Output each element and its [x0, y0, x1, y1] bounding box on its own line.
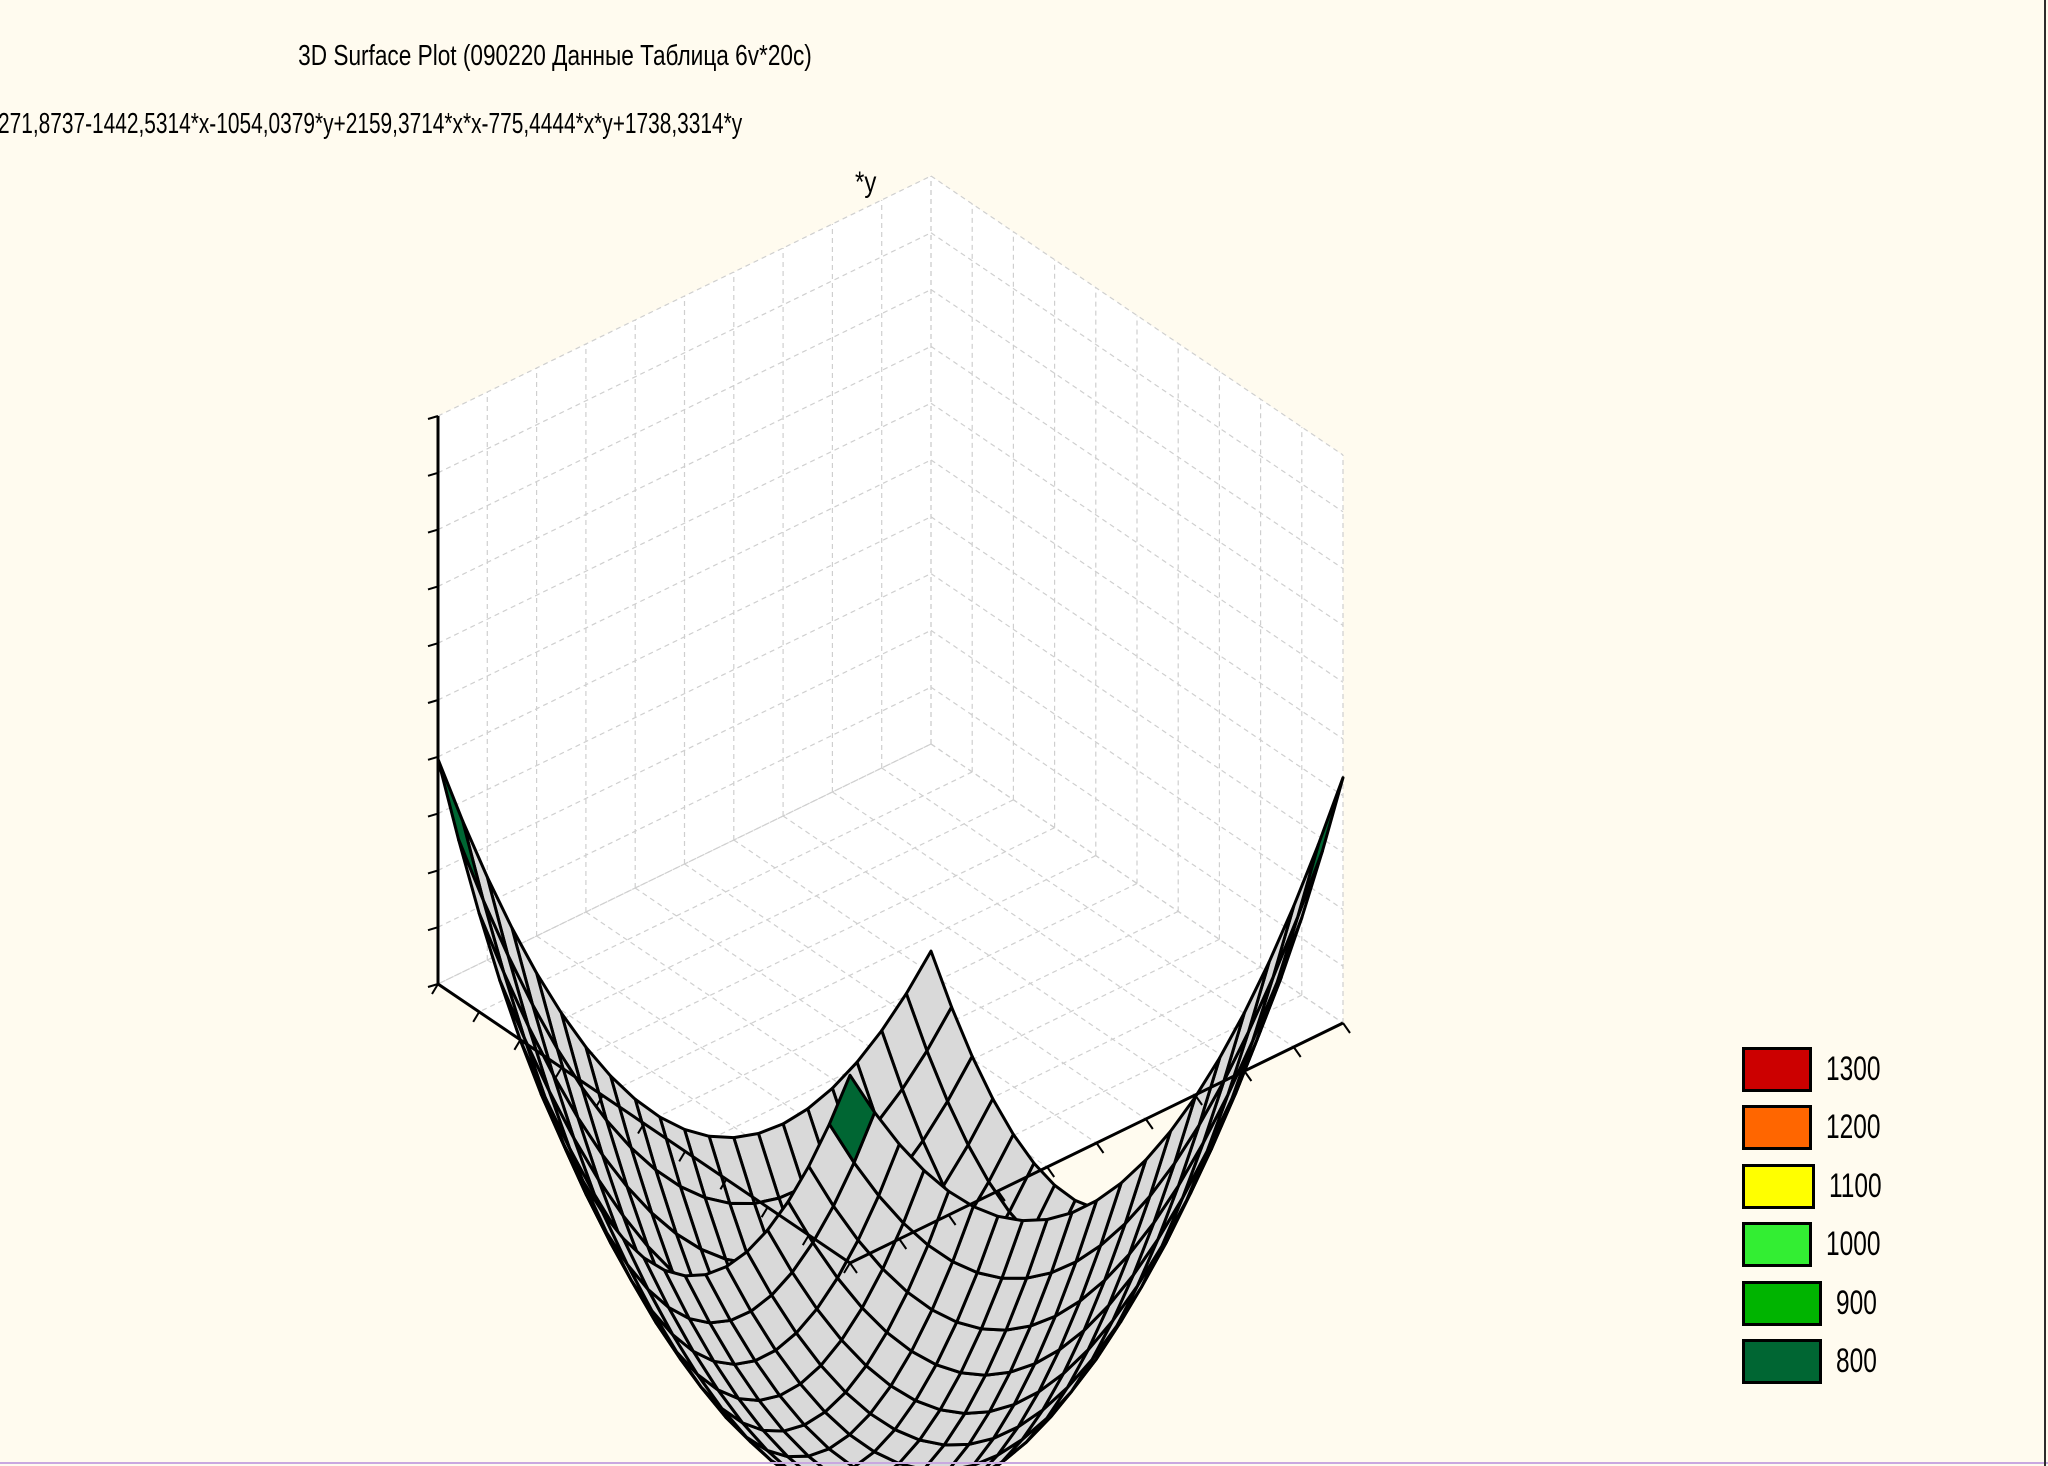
chart-subtitle: 271,8737-1442,5314*x-1054,0379*y+2159,37…: [0, 108, 743, 140]
y-tick: [1342, 1022, 1351, 1034]
y-tick: [898, 1238, 908, 1250]
y-tick: [997, 1190, 1006, 1202]
y-tick: [1243, 1070, 1253, 1082]
y-tick: [1194, 1094, 1203, 1106]
chart-note: *y: [855, 166, 877, 199]
x-tick: [719, 1178, 728, 1190]
y-tick: [947, 1214, 957, 1226]
grid-line: [930, 232, 1344, 513]
x-tick: [678, 1150, 687, 1162]
grid-line: [437, 573, 932, 815]
grid-line: [808, 994, 1303, 1236]
z-tick: [427, 415, 439, 420]
grid-line: [930, 175, 1344, 456]
z-tick: [427, 699, 439, 704]
x-tick: [431, 983, 439, 995]
grid-line: [930, 289, 1344, 570]
legend-swatch: [1742, 1222, 1813, 1268]
axes: [427, 415, 1351, 1274]
legend-swatch: [1742, 1046, 1813, 1092]
legend-item: 900: [1742, 1274, 1902, 1333]
legend-swatch: [1742, 1105, 1813, 1151]
grid-line: [782, 815, 1196, 1096]
x-tick: [513, 1039, 522, 1051]
grid-line: [832, 791, 1245, 1072]
grid-line: [930, 516, 1344, 797]
grid-line: [733, 839, 1147, 1120]
x-tick: [472, 1011, 481, 1023]
x-tick: [554, 1067, 563, 1079]
surface-cell: [827, 1073, 877, 1165]
grid-line: [437, 629, 932, 871]
grid-line: [437, 175, 932, 417]
surface-mesh: [436, 757, 1345, 1466]
grid-line: [930, 402, 1344, 683]
z-tick: [427, 642, 439, 648]
grid-line: [930, 459, 1344, 740]
legend-label: 1200: [1826, 1108, 1881, 1147]
z-tick: [427, 528, 439, 534]
legend-item: 1300: [1742, 1040, 1902, 1099]
x-tick: [801, 1234, 810, 1246]
legend-label: 900: [1836, 1283, 1877, 1322]
z-tick: [427, 983, 439, 988]
legend-item: 1000: [1742, 1216, 1902, 1275]
grid-line: [643, 882, 1138, 1125]
grid-line: [930, 686, 1344, 967]
grid-line: [437, 459, 932, 701]
y-tick: [1046, 1166, 1056, 1178]
z-tick: [427, 926, 439, 932]
grid-line: [561, 827, 1055, 1069]
grid-line: [930, 573, 1344, 854]
legend-item: 1100: [1742, 1157, 1902, 1216]
grid-line: [930, 345, 1344, 626]
grid-line: [930, 629, 1344, 910]
x-tick: [637, 1122, 645, 1135]
window-bottom-border: [0, 1462, 2048, 1464]
legend-label: 800: [1836, 1342, 1877, 1381]
grid-line: [437, 289, 932, 531]
grid-line: [767, 966, 1261, 1208]
chart-title: 3D Surface Plot (090220 Данные Таблица 6…: [298, 40, 812, 72]
legend-label: 1300: [1826, 1049, 1881, 1088]
x-tick: [843, 1262, 851, 1274]
legend-label: 1100: [1828, 1166, 1882, 1205]
grid-line: [881, 767, 1295, 1048]
legend-label: 1000: [1826, 1225, 1881, 1264]
z-tick: [427, 755, 439, 761]
z-tick: [427, 812, 439, 818]
y-tick: [1144, 1118, 1154, 1130]
legend: 1300 1200 1100 1000 900 800: [1742, 1040, 1902, 1391]
legend-swatch: [1742, 1280, 1822, 1326]
y-tick: [1095, 1142, 1105, 1154]
grid-line: [437, 402, 932, 644]
x-tick: [595, 1095, 604, 1107]
z-tick: [427, 471, 439, 477]
window-right-border: [2044, 0, 2046, 1466]
y-tick: [1292, 1046, 1302, 1058]
x-tick: [760, 1206, 769, 1218]
legend-swatch: [1742, 1339, 1822, 1385]
legend-item: 1200: [1742, 1099, 1902, 1158]
grid-line: [437, 345, 932, 587]
grid-line: [684, 863, 1097, 1144]
grid-line: [437, 232, 932, 474]
y-tick: [849, 1262, 858, 1274]
z-tick: [427, 869, 439, 875]
legend-swatch: [1742, 1163, 1815, 1209]
z-tick: [427, 585, 439, 591]
legend-item: 800: [1742, 1333, 1902, 1392]
